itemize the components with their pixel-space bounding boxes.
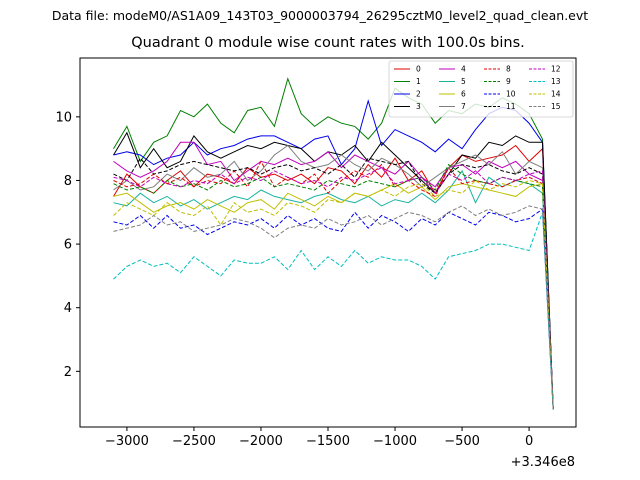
series-line-12 [113, 167, 554, 410]
legend-label-11: 11 [506, 102, 516, 111]
series-line-8 [113, 160, 554, 410]
legend-label-5: 5 [461, 77, 466, 86]
legend-label-0: 0 [416, 65, 421, 74]
y-axis: 2 4 6 8 10 [55, 110, 80, 380]
series-line-3 [113, 131, 554, 410]
figure-suptitle: Data file: modeM0/AS1A09_143T03_90000037… [51, 8, 589, 23]
series-line-0 [113, 144, 554, 410]
x-tick-label: −500 [444, 434, 480, 449]
y-tick-label: 2 [64, 365, 72, 380]
legend-label-1: 1 [416, 77, 421, 86]
y-tick-label: 6 [64, 238, 72, 253]
y-tick-label: 10 [55, 110, 72, 125]
series-layer [113, 77, 554, 410]
chart-title: Quadrant 0 module wise count rates with … [131, 35, 525, 51]
x-tick-label: −3000 [105, 434, 149, 449]
legend-label-15: 15 [551, 102, 561, 111]
x-axis: −3000 −2500 −2000 −1500 −1000 −500 0 [105, 427, 533, 449]
legend-label-8: 8 [506, 65, 511, 74]
y-tick-label: 8 [64, 174, 72, 189]
series-line-11 [113, 157, 554, 410]
legend-label-13: 13 [551, 77, 561, 86]
legend-label-4: 4 [461, 65, 466, 74]
legend-label-9: 9 [506, 77, 511, 86]
series-line-6 [113, 183, 554, 410]
y-tick-label: 4 [64, 301, 72, 316]
legend-label-6: 6 [461, 90, 466, 99]
x-tick-label: −2000 [239, 434, 283, 449]
legend-label-7: 7 [461, 102, 466, 111]
series-line-5 [113, 169, 554, 410]
x-offset-label: +3.346e8 [511, 455, 575, 470]
legend-label-3: 3 [416, 102, 421, 111]
series-line-1 [113, 77, 554, 410]
x-tick-label: −1500 [306, 434, 350, 449]
series-line-7 [113, 144, 554, 410]
legend-label-2: 2 [416, 90, 421, 99]
x-tick-label: −2500 [172, 434, 216, 449]
series-line-10 [113, 208, 554, 410]
series-line-13 [113, 212, 554, 410]
x-tick-label: 0 [525, 434, 533, 449]
series-line-14 [113, 179, 554, 410]
series-line-15 [113, 205, 554, 410]
legend-label-14: 14 [551, 90, 561, 99]
legend-box [388, 60, 574, 118]
series-line-2 [113, 99, 554, 410]
x-tick-label: −1000 [373, 434, 417, 449]
legend-label-12: 12 [551, 65, 561, 74]
legend-label-10: 10 [506, 90, 516, 99]
